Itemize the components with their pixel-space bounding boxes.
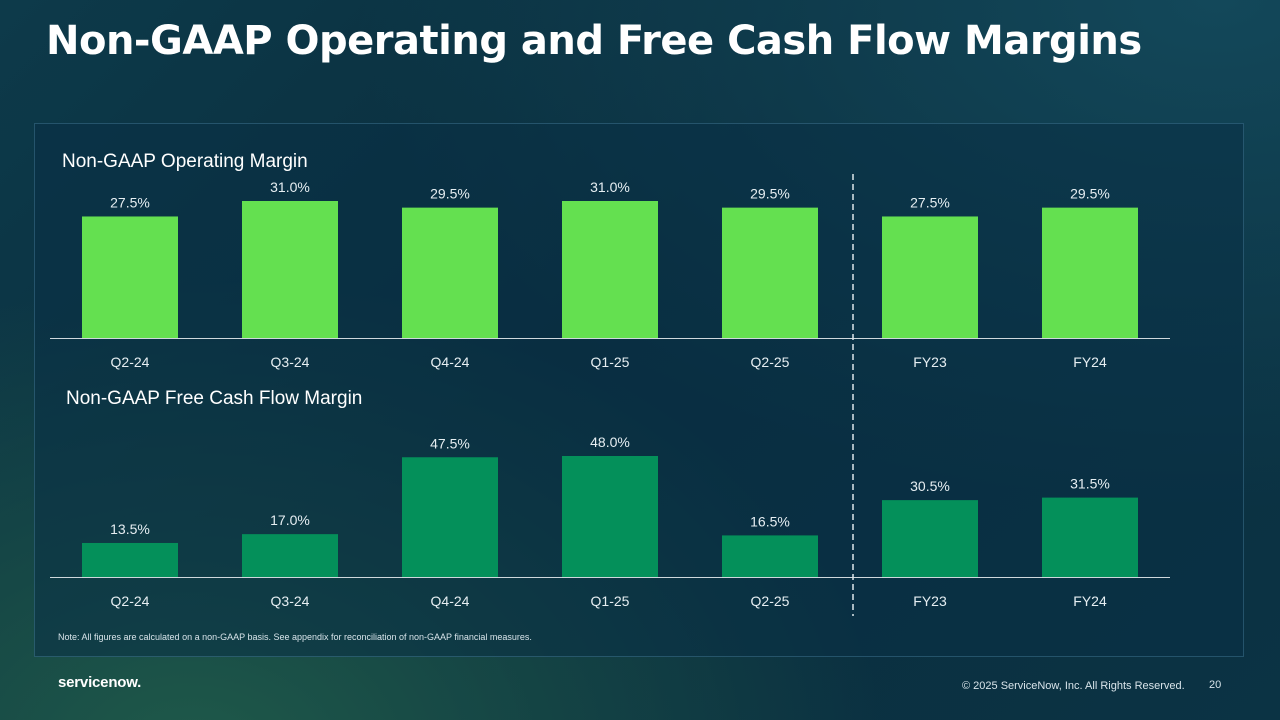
value-label-fy23: 30.5% — [910, 478, 950, 494]
tick-label-fy24: FY24 — [1073, 354, 1107, 370]
page-number: 20 — [1209, 679, 1222, 691]
bar-q1-25 — [562, 201, 658, 338]
bar-q2-24 — [82, 542, 178, 577]
bar-q2-24 — [82, 216, 178, 338]
value-label-fy24: 29.5% — [1070, 186, 1110, 202]
bar-q4-24 — [402, 457, 498, 577]
tick-label-fy23: FY23 — [913, 593, 947, 609]
bar-q3-24 — [242, 534, 338, 577]
tick-label-fy23: FY23 — [913, 354, 947, 370]
tick-label-q4-24: Q4-24 — [431, 354, 470, 370]
fcf-chart-title: Non-GAAP Free Cash Flow Margin — [66, 388, 362, 409]
tick-label-q2-24: Q2-24 — [111, 354, 150, 370]
value-label-q2-25: 29.5% — [750, 186, 790, 202]
bar-fy23 — [882, 216, 978, 338]
value-label-fy23: 27.5% — [910, 194, 950, 210]
value-label-q2-24: 13.5% — [110, 521, 150, 537]
tick-label-fy24: FY24 — [1073, 593, 1107, 609]
tick-label-q2-25: Q2-25 — [751, 593, 790, 609]
tick-label-q3-24: Q3-24 — [271, 354, 310, 370]
tick-label-q4-24: Q4-24 — [431, 593, 470, 609]
tick-label-q1-25: Q1-25 — [591, 593, 630, 609]
value-label-q2-24: 27.5% — [110, 194, 150, 210]
bar-q2-25 — [722, 207, 818, 338]
bar-fy23 — [882, 500, 978, 577]
operating-chart-title: Non-GAAP Operating Margin — [62, 151, 308, 172]
value-label-q2-25: 16.5% — [750, 513, 790, 529]
tick-label-q2-25: Q2-25 — [751, 354, 790, 370]
copyright-text: © 2025 ServiceNow, Inc. All Rights Reser… — [962, 680, 1185, 692]
bar-q1-25 — [562, 456, 658, 577]
operating-margin-chart: 27.5% Q2-24 31.0% Q3-24 29.5% Q4-24 31.0% Q1-25… — [50, 179, 1170, 370]
tick-label-q3-24: Q3-24 — [271, 593, 310, 609]
tick-label-q2-24: Q2-24 — [111, 593, 150, 609]
slide-title: Non-GAAP Operating and Free Cash Flow Ma… — [46, 18, 1142, 64]
bar-q2-25 — [722, 535, 818, 577]
bar-fy24 — [1042, 497, 1138, 577]
value-label-q1-25: 31.0% — [590, 179, 630, 195]
value-label-q4-24: 47.5% — [430, 435, 470, 451]
bar-q3-24 — [242, 201, 338, 338]
servicenow-logo: servicenow. — [58, 674, 142, 691]
footnote: Note: All figures are calculated on a no… — [58, 632, 532, 642]
value-label-q1-25: 48.0% — [590, 434, 630, 450]
fcf-margin-chart: 13.5% Q2-24 17.0% Q3-24 47.5% Q4-24 48.0% Q1-25… — [50, 434, 1170, 609]
tick-label-q1-25: Q1-25 — [591, 354, 630, 370]
value-label-q3-24: 17.0% — [270, 512, 310, 528]
value-label-fy24: 31.5% — [1070, 476, 1110, 492]
bar-fy24 — [1042, 207, 1138, 338]
value-label-q3-24: 31.0% — [270, 179, 310, 195]
value-label-q4-24: 29.5% — [430, 186, 470, 202]
bar-q4-24 — [402, 207, 498, 338]
